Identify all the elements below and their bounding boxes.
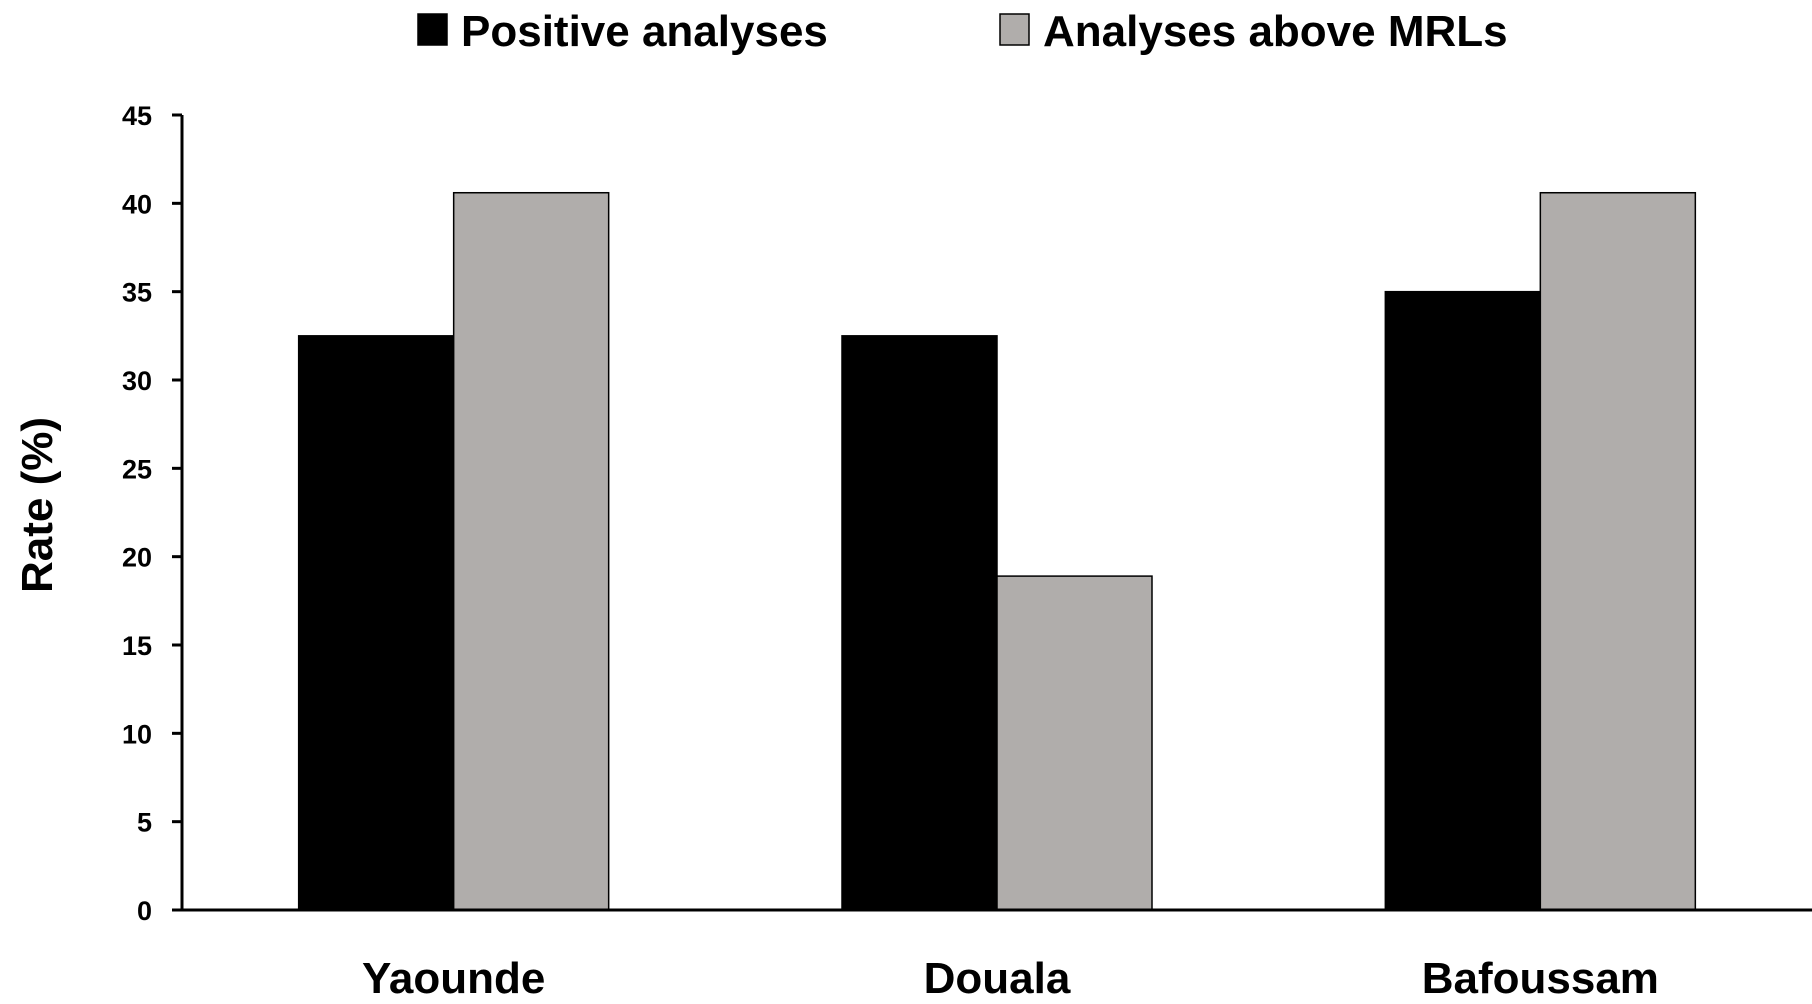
y-tick-label: 35 (122, 278, 152, 308)
legend-label: Analyses above MRLs (1043, 7, 1508, 56)
y-axis-title: Rate (%) (13, 417, 62, 593)
bar-bafoussam-series-1 (1384, 290, 1542, 911)
bar-douala-series-2 (996, 575, 1153, 911)
y-axis: 0 5 10 15 20 25 30 35 40 45 (122, 101, 184, 926)
x-category-label: Douala (924, 954, 1071, 1003)
y-tick-label: 40 (122, 189, 152, 219)
y-tick-label: 30 (122, 366, 152, 396)
x-category-label: Yaounde (362, 954, 545, 1003)
y-tick-label: 15 (122, 631, 152, 661)
y-tick-label: 45 (122, 101, 152, 131)
bar-yaounde-series-1 (297, 335, 455, 911)
y-tick-label: 20 (122, 543, 152, 573)
bar-bafoussam-series-2 (1539, 191, 1697, 911)
y-tick-label: 25 (122, 454, 152, 484)
bars (297, 191, 1697, 911)
legend-swatch (417, 13, 448, 46)
y-tick-label: 10 (122, 719, 152, 749)
x-category-label: Bafoussam (1422, 954, 1659, 1003)
legend: Positive analyses Analyses above MRLs (417, 7, 1508, 56)
y-tick-label: 0 (137, 896, 152, 926)
y-tick-label: 5 (137, 808, 152, 838)
legend-swatch (999, 13, 1030, 46)
legend-label: Positive analyses (461, 7, 828, 56)
x-axis: Yaounde Douala Bafoussam (182, 908, 1812, 1003)
bar-yaounde-series-2 (452, 191, 610, 911)
bar-douala-series-1 (841, 335, 998, 911)
